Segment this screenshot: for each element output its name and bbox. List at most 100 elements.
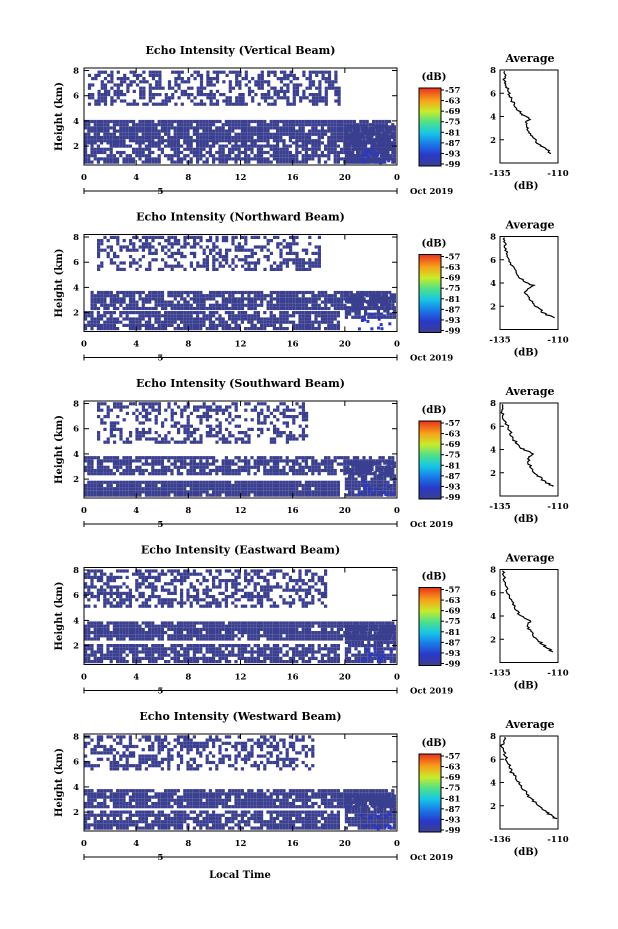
heatmap-cell	[263, 294, 267, 298]
xtick-label: 0	[81, 340, 87, 350]
heatmap-cell	[135, 83, 140, 87]
average-ytick-label: 8	[490, 233, 496, 243]
heatmap-cell	[354, 157, 358, 161]
heatmap-cell	[351, 131, 355, 135]
heatmap-cell	[183, 147, 187, 151]
heatmap-cell	[304, 157, 308, 161]
heatmap-cell	[141, 456, 145, 460]
heatmap-cell	[318, 93, 322, 97]
heatmap-cell	[228, 102, 232, 106]
heatmap-cell	[202, 126, 206, 130]
heatmap-cell	[373, 480, 377, 484]
heatmap-cell	[301, 314, 305, 318]
heatmap-cell	[218, 437, 222, 441]
heatmap-cell	[87, 572, 91, 576]
heatmap-cell	[285, 160, 289, 164]
heatmap-cell	[212, 135, 216, 140]
heatmap-cell	[376, 150, 380, 155]
heatmap-cell	[87, 459, 91, 463]
heatmap-cell	[177, 440, 181, 444]
heatmap-cell	[103, 306, 107, 311]
heatmap-cell	[292, 493, 296, 497]
heatmap-cell	[96, 297, 101, 301]
heatmap-cell	[176, 459, 180, 463]
heatmap-cell	[199, 89, 204, 93]
heatmap-cell	[334, 73, 338, 77]
heatmap-cell	[253, 493, 257, 497]
heatmap-cell	[135, 135, 139, 140]
heatmap-cell	[364, 467, 368, 472]
heatmap-cell	[167, 235, 171, 239]
heatmap-cell	[308, 123, 312, 127]
heatmap-cell	[272, 462, 276, 466]
heatmap-cell	[349, 290, 353, 295]
heatmap-cell	[205, 129, 209, 133]
heatmap-cell	[386, 134, 390, 139]
heatmap-cell	[167, 290, 171, 295]
heatmap-cell	[90, 294, 94, 298]
colorbar-tick-label: -81	[445, 461, 460, 471]
heatmap-cell	[383, 302, 387, 307]
heatmap-cell	[365, 459, 369, 463]
heatmap-cell	[295, 323, 299, 327]
heatmap-cell	[240, 126, 244, 130]
heatmap-cell	[173, 303, 177, 307]
heatmap-cell	[128, 126, 132, 130]
heatmap-cell	[160, 456, 164, 460]
heatmap-cell	[378, 456, 382, 460]
heatmap-cell	[119, 123, 123, 127]
heatmap-cell	[203, 102, 207, 106]
heatmap-cell	[295, 258, 299, 262]
heatmap-cell	[250, 147, 254, 151]
heatmap-cell	[103, 601, 107, 605]
heatmap-cell	[202, 123, 206, 127]
heatmap-cell	[173, 317, 177, 321]
heatmap-cell	[336, 314, 340, 318]
heatmap-cell	[276, 459, 280, 463]
heatmap-cell	[324, 102, 328, 106]
heatmap-cell	[196, 323, 200, 327]
heatmap-cell	[279, 317, 283, 321]
heatmap-cell	[237, 245, 241, 249]
heatmap-cell	[318, 99, 322, 103]
heatmap-cell	[314, 129, 318, 133]
heatmap-cell	[212, 264, 216, 268]
heatmap-cell	[285, 261, 289, 265]
heatmap-cell	[135, 418, 139, 422]
heatmap-cell	[263, 487, 267, 491]
heatmap-cell	[148, 147, 152, 151]
heatmap-cell	[196, 123, 200, 127]
heatmap-cell	[167, 569, 171, 573]
heatmap-cell	[186, 456, 190, 460]
heatmap-cell	[122, 123, 126, 127]
heatmap-cell	[170, 569, 174, 573]
heatmap-cell	[228, 327, 232, 331]
heatmap-cell	[344, 483, 348, 488]
heatmap-cell	[224, 157, 228, 161]
heatmap-cell	[212, 427, 216, 431]
heatmap-cell	[247, 402, 251, 406]
heatmap-cell	[205, 483, 209, 488]
heatmap-cell	[244, 261, 248, 265]
heatmap-cell	[357, 474, 361, 478]
heatmap-cell	[321, 70, 325, 74]
heatmap-cell	[189, 431, 193, 435]
heatmap-cell	[392, 490, 396, 494]
heatmap-cell	[87, 96, 92, 100]
heatmap-cell	[254, 93, 258, 97]
heatmap-cell	[100, 141, 104, 145]
heatmap-cell	[389, 474, 393, 478]
heatmap-cell	[260, 290, 264, 295]
heatmap-cell	[199, 440, 203, 444]
heatmap-cell	[141, 154, 145, 158]
panel-title: Echo Intensity (Southward Beam)	[136, 377, 345, 390]
heatmap-cell	[330, 294, 334, 298]
heatmap-cell	[173, 480, 177, 484]
heatmap-cell	[314, 317, 318, 321]
heatmap-cell	[180, 320, 184, 324]
heatmap-cell	[247, 462, 251, 466]
heatmap-cell	[288, 320, 292, 324]
heatmap-cell	[176, 572, 180, 576]
heatmap-cell	[270, 102, 274, 106]
heatmap-cell	[205, 132, 209, 136]
